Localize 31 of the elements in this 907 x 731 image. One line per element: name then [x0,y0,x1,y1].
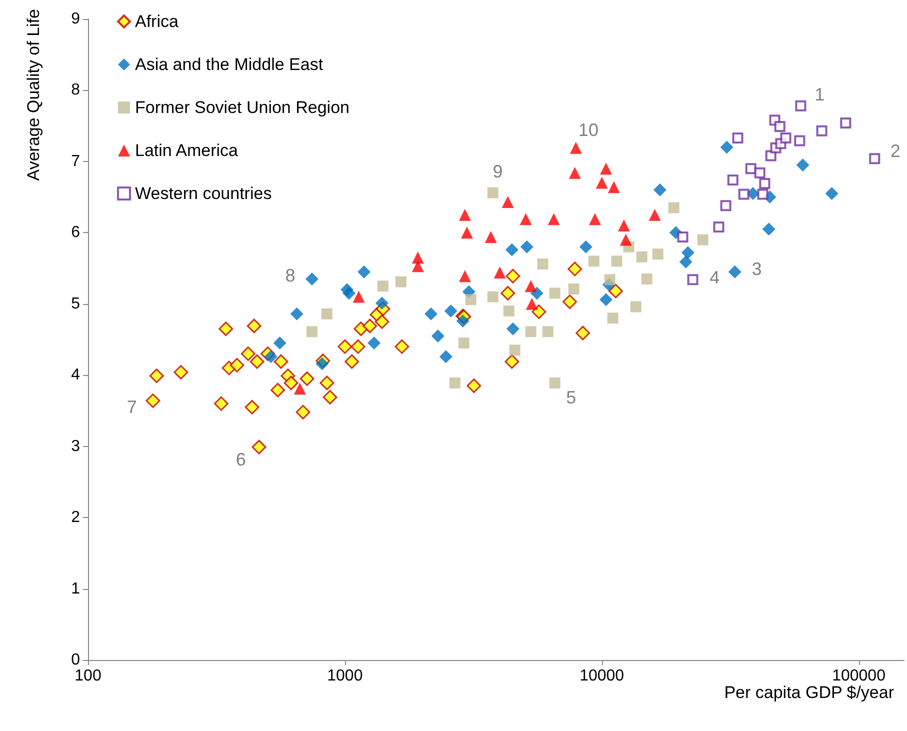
annotation: 10 [578,120,598,140]
annotation: 8 [285,265,296,286]
legend-label: Former Soviet Union Region [135,98,350,117]
legend-label: Africa [135,12,179,31]
y-tick-label: 3 [71,438,80,455]
x-tick-label: 100000 [832,668,886,684]
annotation: 2 [890,141,900,162]
x-tick-label: 1000 [327,668,363,684]
legend-label: Latin America [135,141,239,160]
y-axis-title: Average Quality of Life [24,9,43,181]
annotation: 6 [236,450,246,470]
y-tick-label: 4 [71,366,80,384]
y-tick-label: 0 [71,652,80,668]
y-tick-label: 5 [71,295,80,312]
x-tick-label: 10000 [580,668,624,684]
y-tick-label: 8 [71,82,80,99]
y-tick-label: 1 [71,580,80,598]
y-tick-label: 2 [71,509,80,526]
annotation: 7 [126,397,137,418]
legend-label: Asia and the Middle East [135,55,324,74]
annotation: 1 [814,84,825,105]
annotation: 3 [752,259,762,280]
y-tick-label: 6 [71,224,80,242]
y-tick-label: 7 [71,152,80,170]
annotation: 5 [566,388,576,408]
legend-label: Western countries [135,184,272,203]
x-tick-label: 100 [74,668,102,684]
annotation: 4 [710,267,720,288]
annotation: 9 [492,161,503,182]
y-tick-label: 9 [71,10,80,28]
x-axis-title: Per capita GDP $/year [724,683,894,702]
